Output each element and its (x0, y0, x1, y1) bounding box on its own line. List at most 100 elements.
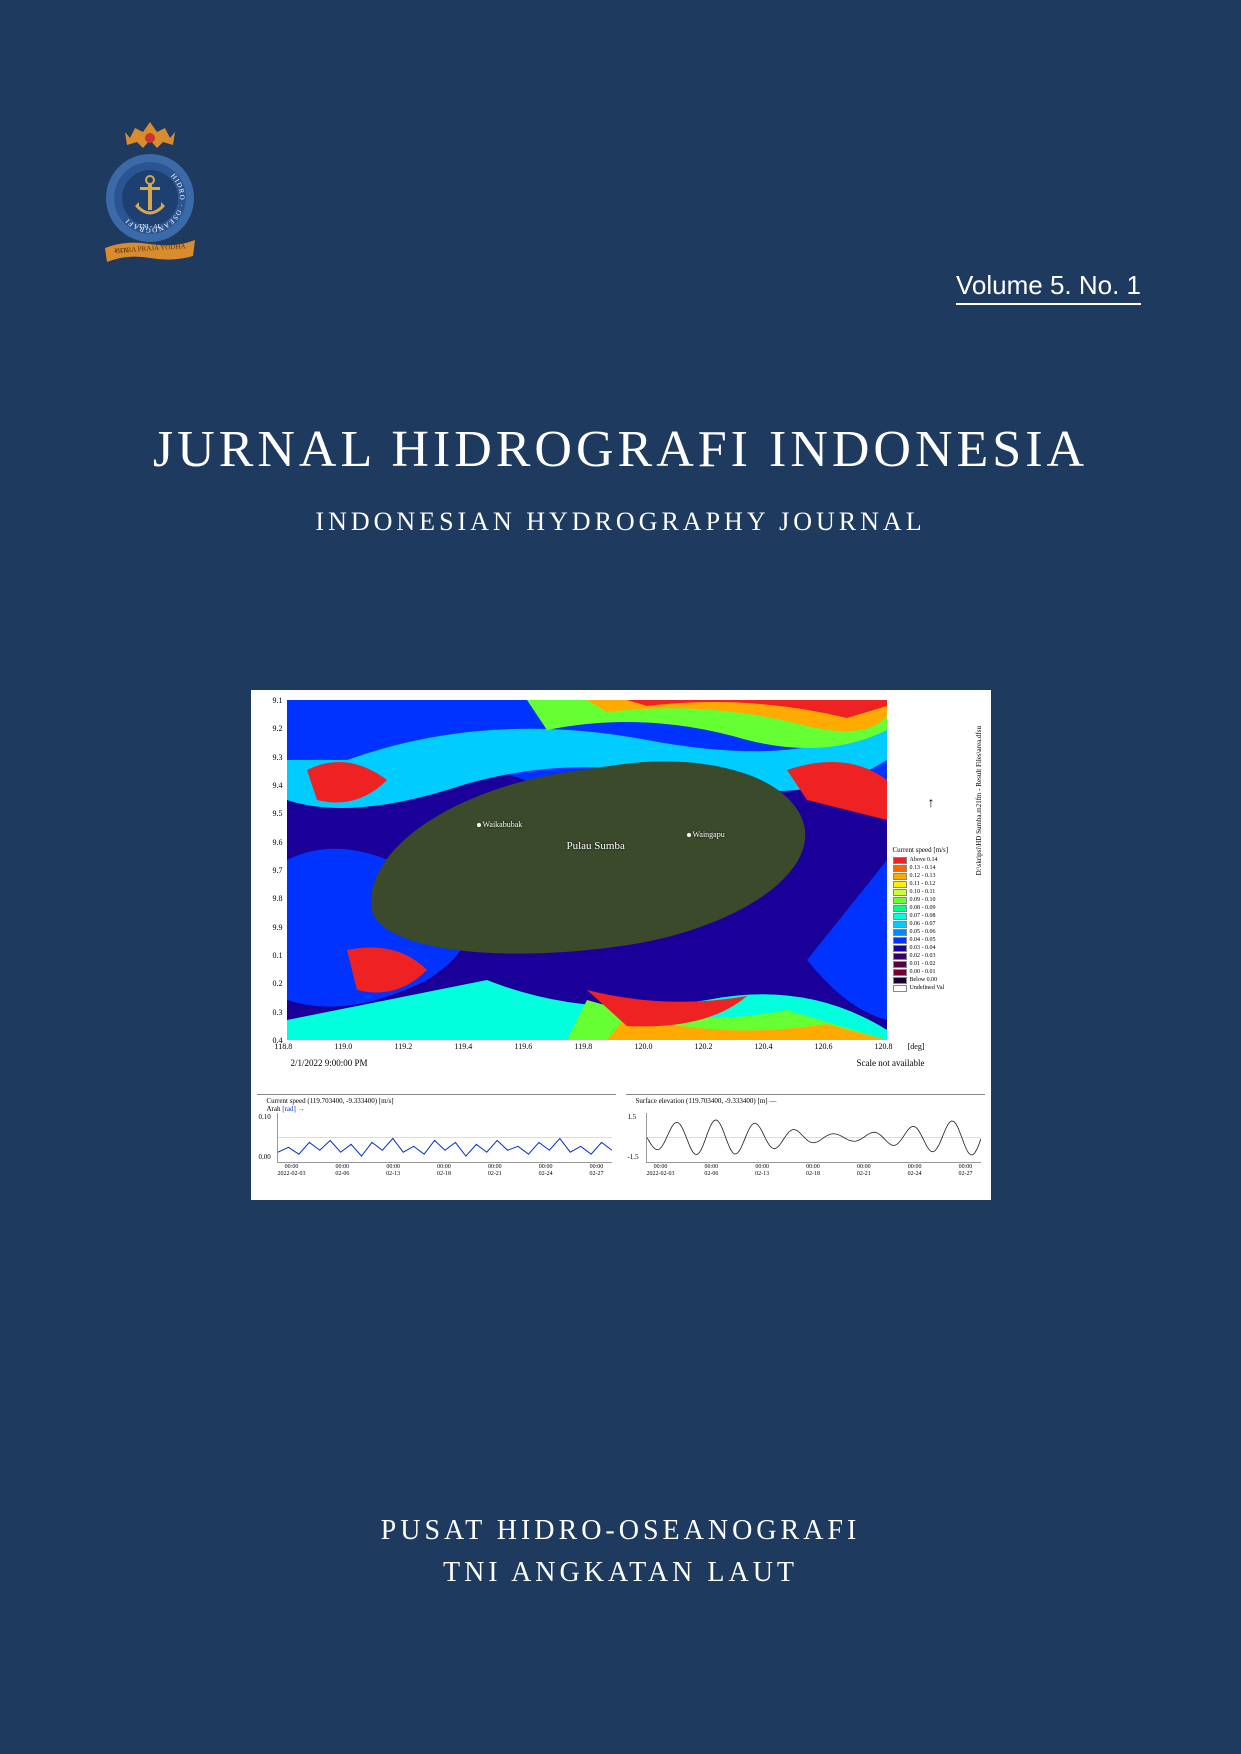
current-speed-map: D:\skripsi\HD Sumba.m21fm - Result Files… (257, 696, 985, 1086)
legend-label: 0.12 - 0.13 (910, 873, 936, 879)
legend-swatch (893, 881, 907, 888)
ts-left-plot (277, 1113, 612, 1163)
legend-swatch (893, 929, 907, 936)
legend-item: 0.11 - 0.12 (893, 880, 973, 888)
svg-text:JALA: JALA (114, 248, 127, 254)
city-dot-icon (477, 823, 481, 827)
x-tick: 120.8 (875, 1042, 893, 1051)
legend-label: 0.03 - 0.04 (910, 945, 936, 951)
legend-item: 0.04 - 0.05 (893, 936, 973, 944)
ts-ytick: 0.00 (259, 1153, 271, 1161)
current-speed-timeseries: Current speed (119.703400, -9.333400) [m… (257, 1094, 616, 1194)
legend-item: 0.02 - 0.03 (893, 952, 973, 960)
legend-label: 0.05 - 0.06 (910, 929, 936, 935)
legend-label: 0.08 - 0.09 (910, 905, 936, 911)
volume-issue: Volume 5. No. 1 (956, 270, 1141, 305)
legend-item: 0.12 - 0.13 (893, 872, 973, 880)
y-tick: 9.1 (273, 696, 283, 705)
ts-left-xaxis: 00:002022-02-03 00:0002-06 00:0002-13 00:00… (277, 1164, 612, 1188)
legend-swatch (893, 921, 907, 928)
timeseries-row: Current speed (119.703400, -9.333400) [m… (257, 1094, 985, 1194)
scale-label: Scale not available (857, 1058, 925, 1068)
legend-swatch (893, 977, 907, 984)
y-tick: 9.4 (273, 781, 283, 790)
cover-figure: D:\skripsi\HD Sumba.m21fm - Result Files… (251, 690, 991, 1200)
x-tick: 120.6 (815, 1042, 833, 1051)
y-tick: 9.6 (273, 838, 283, 847)
legend-swatch (893, 873, 907, 880)
ts-xtick: 00:0002-27 (581, 1164, 611, 1188)
legend-swatch (893, 905, 907, 912)
x-tick: 119.4 (455, 1042, 473, 1051)
legend-label: Above 0.14 (910, 857, 938, 863)
legend-swatch (893, 913, 907, 920)
map-x-axis: 118.8119.0119.2119.4119.6119.8120.0120.2… (287, 1042, 887, 1056)
ts-xtick: 00:0002-13 (378, 1164, 408, 1188)
ts-xtick: 00:0002-06 (327, 1164, 357, 1188)
legend-swatch (893, 953, 907, 960)
legend-item: Undefined Val (893, 984, 973, 992)
ts-xtick: 00:002022-02-03 (277, 1164, 307, 1188)
title-block: JURNAL HIDROGRAFI INDONESIA INDONESIAN H… (0, 420, 1241, 537)
y-tick: 0.3 (273, 1008, 283, 1017)
legend-item: 0.10 - 0.11 (893, 888, 973, 896)
legend-item: 0.06 - 0.07 (893, 920, 973, 928)
city-dot-icon (687, 833, 691, 837)
y-tick: 0.1 (273, 951, 283, 960)
timestamp-label: 2/1/2022 9:00:00 PM (291, 1058, 368, 1068)
y-tick: 9.5 (273, 809, 283, 818)
x-tick: 120.0 (635, 1042, 653, 1051)
publisher-line1: PUSAT HIDRO-OSEANOGRAFI (0, 1510, 1241, 1552)
ts-xtick: 00:0002-13 (747, 1164, 777, 1188)
legend-item: 0.01 - 0.02 (893, 960, 973, 968)
ribbon-icon: CITRA PRAJA YODHA JALA (105, 240, 195, 262)
ts-ytick: 0.10 (259, 1113, 271, 1121)
ts-xtick: 00:0002-21 (480, 1164, 510, 1188)
ts-ytick: 1.5 (628, 1113, 637, 1121)
legend-item: 0.05 - 0.06 (893, 928, 973, 936)
y-tick: 9.9 (273, 923, 283, 932)
legend-swatch (893, 985, 907, 992)
legend-swatch (893, 945, 907, 952)
legend-label: 0.01 - 0.02 (910, 961, 936, 967)
ts-right-plot (646, 1113, 981, 1163)
legend-item: 0.13 - 0.14 (893, 864, 973, 872)
legend-swatch (893, 969, 907, 976)
x-tick: 119.0 (335, 1042, 353, 1051)
legend-item: 0.08 - 0.09 (893, 904, 973, 912)
map-plot-area: Pulau Sumba WaikabubakWaingapu (287, 700, 887, 1040)
ts-xtick: 00:0002-24 (900, 1164, 930, 1188)
legend-label: 0.00 - 0.01 (910, 969, 936, 975)
legend-item: 0.09 - 0.10 (893, 896, 973, 904)
city-label: Waikabubak (477, 820, 523, 829)
x-tick: 119.6 (515, 1042, 533, 1051)
ts-left-title: Current speed (119.703400, -9.333400) [m… (267, 1097, 394, 1113)
color-legend: Current speed [m/s] Above 0.140.13 - 0.1… (893, 846, 973, 992)
surface-elevation-timeseries: Surface elevation (119.703400, -9.333400… (626, 1094, 985, 1194)
ts-xtick: 00:002022-02-03 (646, 1164, 676, 1188)
legend-item: Above 0.14 (893, 856, 973, 864)
legend-swatch (893, 897, 907, 904)
ts-xtick: 00:0002-18 (798, 1164, 828, 1188)
legend-swatch (893, 937, 907, 944)
legend-label: Undefined Val (910, 985, 945, 991)
legend-swatch (893, 961, 907, 968)
map-y-axis: 9.19.29.39.49.59.69.79.89.90.10.20.30.4 (259, 700, 285, 1040)
ts-xtick: 00:0002-06 (696, 1164, 726, 1188)
island-name-label: Pulau Sumba (567, 840, 625, 852)
ts-xtick: 00:0002-24 (531, 1164, 561, 1188)
publisher-line2: TNI ANGKATAN LAUT (0, 1552, 1241, 1594)
legend-label: 0.07 - 0.08 (910, 913, 936, 919)
legend-title: Current speed [m/s] (893, 846, 973, 854)
legend-label: 0.06 - 0.07 (910, 921, 936, 927)
legend-swatch (893, 889, 907, 896)
journal-subtitle: INDONESIAN HYDROGRAPHY JOURNAL (0, 507, 1241, 537)
journal-title: JURNAL HIDROGRAFI INDONESIA (0, 420, 1241, 479)
y-tick: 0.2 (273, 979, 283, 988)
ts-right-xaxis: 00:002022-02-03 00:0002-06 00:0002-13 00:00… (646, 1164, 981, 1188)
ts-xtick: 00:0002-21 (849, 1164, 879, 1188)
organization-logo: HIDRO · OSEANOGRAFI TNI - AL CITRA PRAJA… (95, 120, 205, 270)
legend-label: 0.11 - 0.12 (910, 881, 936, 887)
legend-item: Below 0.00 (893, 976, 973, 984)
legend-item: 0.07 - 0.08 (893, 912, 973, 920)
